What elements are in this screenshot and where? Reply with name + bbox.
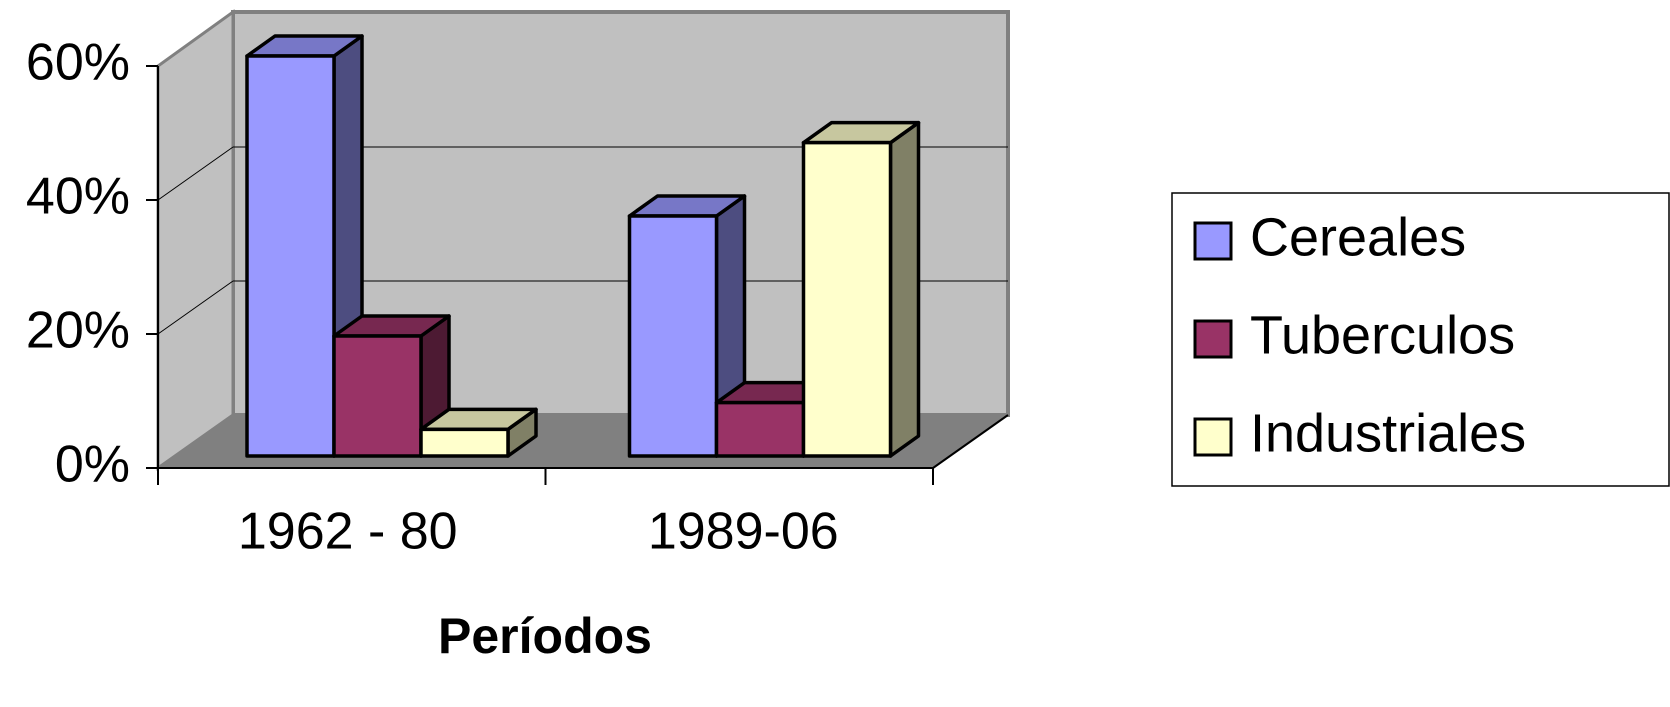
floor-edge: [932, 414, 1009, 469]
grid-line: [157, 280, 234, 335]
grid-line: [157, 146, 234, 201]
y-tick-label: 40%: [26, 168, 130, 226]
bar-front: [245, 54, 336, 458]
legend-label: Tuberculos: [1250, 305, 1515, 365]
x-axis-title: Períodos: [438, 608, 652, 664]
bar-side: [888, 120, 921, 458]
bar-front: [419, 427, 510, 458]
bar-front: [714, 400, 806, 458]
y-tick-label: 0%: [55, 436, 130, 494]
x-tick-label: 1989-06: [648, 503, 839, 561]
bar: [801, 120, 921, 458]
x-tick-label: 1962 - 80: [238, 503, 458, 561]
legend: [1171, 192, 1670, 487]
bar-front: [332, 334, 423, 458]
legend-label: Cereales: [1250, 207, 1466, 267]
legend-label: Industriales: [1250, 403, 1526, 463]
bar-front: [801, 140, 893, 458]
legend-swatch: [1193, 417, 1233, 457]
legend-swatch: [1193, 221, 1233, 261]
bar: [419, 407, 538, 458]
side-wall: [156, 9, 235, 471]
y-tick-label: 60%: [26, 34, 130, 92]
bar: [627, 194, 747, 458]
legend-swatch: [1193, 319, 1233, 359]
bar-front: [627, 214, 719, 458]
legend-items: Cereales Tuberculos Industriales: [1193, 207, 1526, 463]
bars: [245, 34, 921, 458]
bar: [332, 314, 451, 458]
y-tick-label: 20%: [26, 302, 130, 360]
